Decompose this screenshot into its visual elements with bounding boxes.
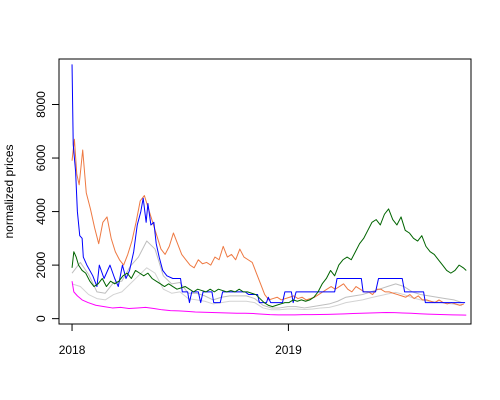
x-tick-label: 2019	[275, 343, 302, 357]
y-axis-label: normalized prices	[2, 144, 16, 238]
y-tick-label: 0	[34, 315, 48, 322]
series-line-6	[71, 281, 467, 316]
series-layer	[71, 64, 467, 316]
series-line-1	[71, 240, 463, 309]
y-tick-label: 6000	[34, 144, 48, 171]
y-tick-label: 8000	[34, 91, 48, 118]
x-axis: 2018 2019	[59, 324, 302, 357]
y-axis: 0 2000 4000 6000 8000	[34, 91, 60, 322]
plot-frame	[58, 58, 472, 325]
series-line-5	[71, 208, 467, 308]
series-line-3	[71, 138, 465, 306]
x-tick-label: 2018	[59, 343, 86, 357]
y-tick-label: 2000	[34, 251, 48, 278]
series-line-2	[71, 267, 463, 311]
y-tick-label: 4000	[34, 198, 48, 225]
series-line-4	[71, 64, 466, 304]
